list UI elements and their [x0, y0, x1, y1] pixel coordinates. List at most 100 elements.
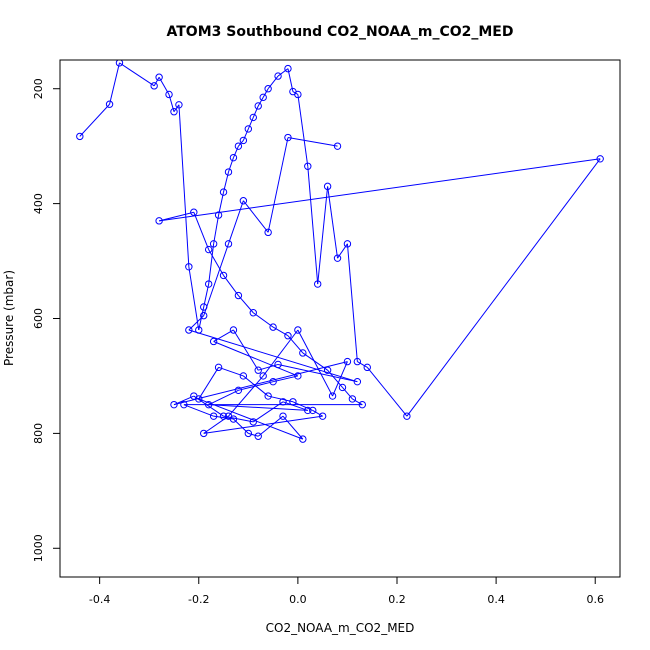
series-co2 — [76, 60, 604, 443]
data-point — [165, 90, 173, 99]
series-segment — [297, 94, 309, 167]
series-segment — [252, 312, 274, 328]
series-segment — [357, 361, 368, 368]
data-point — [259, 93, 267, 102]
data-point — [219, 412, 228, 420]
series-segment — [262, 88, 269, 98]
series-segment — [178, 104, 190, 267]
series-segment — [228, 157, 234, 173]
data-point — [214, 363, 223, 372]
series-segment — [238, 140, 244, 147]
data-point — [224, 412, 233, 420]
series-segment — [213, 215, 220, 244]
data-point — [269, 323, 277, 331]
series-segment — [317, 186, 329, 285]
series-segment — [252, 105, 259, 118]
data-point — [299, 349, 307, 357]
series-segment — [267, 137, 289, 233]
data-point — [318, 412, 327, 420]
data-point — [244, 125, 253, 133]
data-point — [229, 153, 238, 162]
data-point — [264, 85, 272, 93]
series-segment — [248, 432, 259, 437]
data-point — [274, 360, 282, 369]
data-point — [209, 412, 218, 420]
data-point — [343, 357, 352, 366]
data-point — [224, 168, 233, 176]
series-segment — [213, 329, 234, 342]
data-point — [358, 400, 367, 409]
data-point — [170, 108, 178, 116]
y-axis: 200 400 600 800 1000 — [32, 78, 60, 562]
y-tick-label: 600 — [32, 308, 45, 329]
x-tick-label: -0.4 — [89, 593, 110, 606]
series-segment — [228, 375, 264, 417]
y-tick-label: 400 — [32, 193, 45, 214]
data-point — [254, 432, 262, 440]
series-segment — [159, 158, 601, 222]
data-point — [155, 73, 163, 81]
data-point — [76, 132, 84, 141]
data-point — [328, 392, 337, 400]
data-point — [219, 271, 228, 280]
series-segment — [153, 76, 160, 87]
data-point — [180, 400, 188, 409]
series-segment — [346, 243, 358, 362]
series-segment — [257, 97, 264, 107]
data-point — [204, 400, 213, 409]
data-point — [234, 386, 243, 395]
series-segment — [287, 137, 338, 147]
data-point — [343, 240, 352, 248]
data-point — [294, 372, 302, 380]
series-segment — [233, 329, 259, 371]
series-segment — [183, 404, 214, 417]
data-point — [403, 412, 411, 420]
series-segment — [208, 243, 215, 285]
data-point — [185, 326, 193, 334]
series-segment — [173, 361, 348, 406]
data-point — [353, 357, 362, 366]
series-segment — [232, 145, 239, 158]
data-point — [204, 280, 213, 288]
data-point — [239, 197, 248, 205]
data-point — [249, 309, 257, 317]
data-point — [299, 435, 307, 443]
series-segment — [327, 186, 339, 259]
data-point — [254, 366, 262, 374]
series-segment — [262, 329, 299, 377]
x-tick-label: 0.4 — [487, 593, 505, 606]
data-point — [209, 337, 218, 346]
series-segment — [188, 266, 200, 331]
data-point — [175, 101, 183, 109]
series-segment — [158, 211, 194, 222]
data-point — [234, 142, 243, 150]
y-tick-label: 1000 — [32, 534, 45, 562]
series-segment — [332, 361, 348, 397]
data-point — [333, 142, 342, 150]
x-axis-label: CO2_NOAA_m_CO2_MED — [266, 621, 415, 635]
data-point — [229, 326, 238, 334]
data-point — [185, 263, 193, 271]
series-segment — [307, 166, 319, 285]
y-tick-label: 200 — [32, 78, 45, 99]
data-point — [150, 82, 158, 90]
data-point — [279, 398, 287, 406]
data-point — [284, 332, 292, 340]
data-point — [204, 245, 213, 254]
data-point — [284, 133, 292, 142]
series-segment — [352, 398, 363, 406]
series-segment — [193, 395, 224, 417]
y-tick-label: 800 — [32, 423, 45, 444]
data-point — [190, 208, 198, 216]
series-segment — [282, 401, 308, 411]
data-point — [294, 90, 302, 99]
data-point — [264, 228, 272, 237]
data-point — [269, 377, 277, 386]
series-segment — [267, 75, 279, 90]
series-segment — [342, 387, 353, 400]
data-point — [190, 392, 198, 400]
series-segment — [79, 103, 110, 137]
series-segment — [193, 212, 210, 250]
plot-frame — [59, 59, 621, 578]
series-segment — [203, 243, 229, 316]
